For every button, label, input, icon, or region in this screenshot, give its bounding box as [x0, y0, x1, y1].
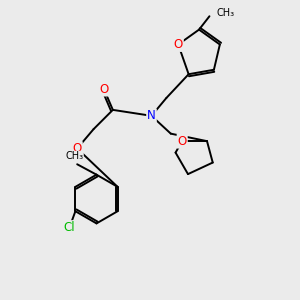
Text: O: O	[99, 82, 109, 96]
Text: O: O	[73, 142, 82, 155]
Text: N: N	[147, 109, 156, 122]
Text: CH₃: CH₃	[65, 151, 83, 161]
Text: O: O	[174, 38, 183, 51]
Text: CH₃: CH₃	[217, 8, 235, 18]
Text: O: O	[178, 135, 187, 148]
Text: Cl: Cl	[64, 221, 75, 234]
